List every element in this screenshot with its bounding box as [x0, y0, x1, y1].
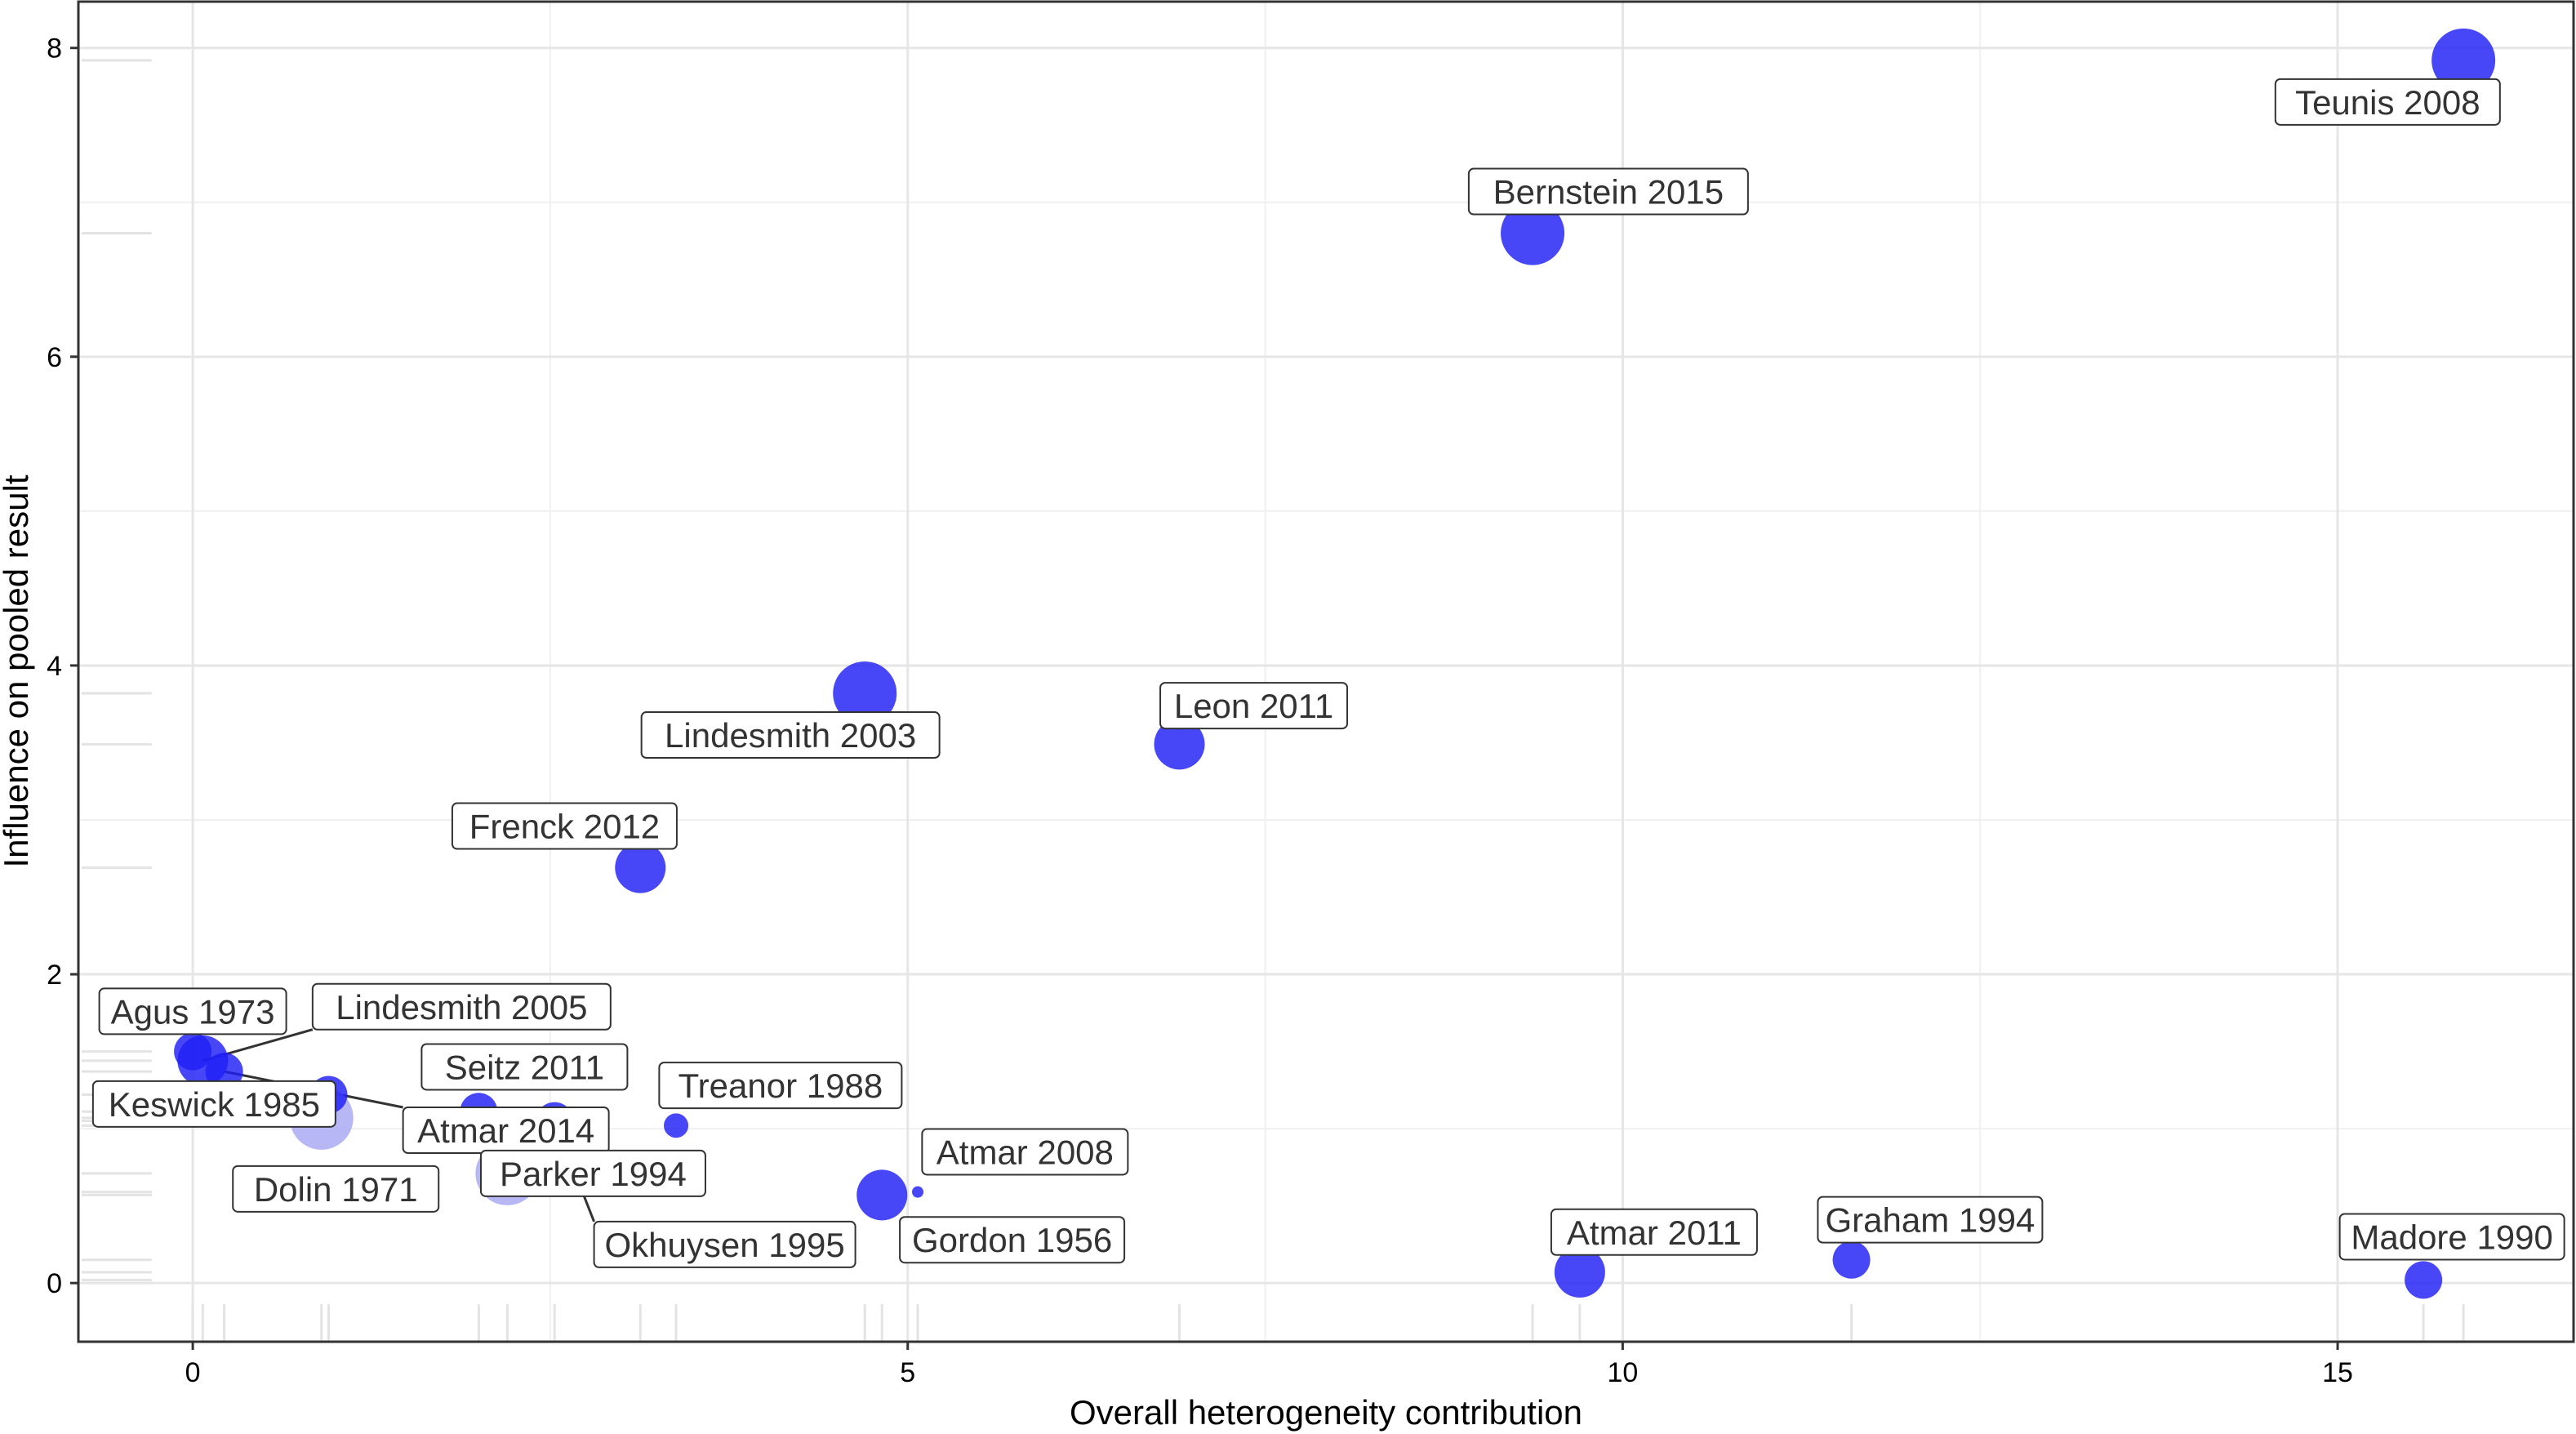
data-point [174, 1032, 212, 1071]
point-label: Madore 1990 [2351, 1218, 2553, 1256]
point-label-box [593, 1220, 856, 1268]
x-axis-ticks: 0 5 10 15 [185, 1342, 2353, 1388]
data-point [1554, 1246, 1605, 1298]
y-tick-label: 4 [47, 651, 62, 682]
point-label-box [311, 982, 612, 1031]
point-label: Atmar 2014 [417, 1111, 594, 1150]
data-point [1832, 1240, 1871, 1279]
data-point [912, 1186, 924, 1198]
point-label-box [1159, 682, 1349, 730]
y-tick-label: 0 [47, 1268, 62, 1299]
plot-border [77, 0, 2575, 1343]
point-labels: Teunis 2008 Bernstein 2015 Lindesmith 2003… [91, 78, 2565, 1268]
point-label: Parker 1994 [500, 1155, 687, 1193]
point-label: Seitz 2011 [445, 1048, 604, 1086]
point-label: Lindesmith 2003 [665, 716, 916, 755]
grid-major [78, 2, 2574, 1342]
point-label: Atmar 2011 [1567, 1214, 1742, 1252]
x-tick-label: 15 [2322, 1357, 2353, 1388]
point-label: Atmar 2008 [937, 1133, 1114, 1171]
data-point [833, 661, 897, 725]
data-point [664, 1113, 689, 1138]
point-label: Frenck 2012 [469, 808, 660, 846]
point-label: Lindesmith 2005 [336, 988, 587, 1027]
point-label: Treanor 1988 [678, 1067, 883, 1105]
point-label-box [98, 987, 287, 1035]
data-point [856, 1169, 908, 1221]
point-label: Keswick 1985 [109, 1085, 320, 1124]
data-point [1501, 201, 1565, 265]
point-label-box [658, 1062, 903, 1110]
point-label: Dolin 1971 [254, 1170, 418, 1209]
point-label-box [232, 1165, 440, 1213]
data-point [2431, 28, 2496, 92]
x-tick-label: 5 [900, 1357, 915, 1388]
data-point [615, 842, 666, 893]
point-label-box [2338, 1213, 2565, 1261]
data-point [1154, 719, 1205, 770]
point-label-box [420, 1043, 629, 1091]
point-label: Leon 2011 [1174, 687, 1333, 725]
y-tick-label: 2 [47, 960, 62, 991]
point-label-box [1550, 1208, 1758, 1256]
point-label-box [1467, 167, 1749, 216]
y-axis-ticks: 0 2 4 6 8 [47, 33, 78, 1299]
point-label: Teunis 2008 [2295, 83, 2480, 122]
point-label-box [479, 1149, 706, 1197]
x-tick-label: 0 [185, 1357, 201, 1388]
x-tick-label: 10 [1607, 1357, 1638, 1388]
point-label: Bernstein 2015 [1493, 173, 1724, 212]
point-label-box [2274, 78, 2501, 126]
point-label: Gordon 1956 [912, 1221, 1112, 1259]
point-label-box [91, 1080, 336, 1128]
y-axis-title: Influence on pooled result [0, 474, 35, 867]
point-label: Graham 1994 [1826, 1201, 2035, 1240]
y-tick-label: 8 [47, 33, 62, 65]
point-label-box [921, 1128, 1129, 1176]
point-label-box [640, 711, 941, 759]
point-label: Agus 1973 [111, 992, 275, 1031]
data-point [2405, 1261, 2443, 1299]
point-label: Okhuysen 1995 [604, 1226, 844, 1264]
point-label-box [1817, 1196, 2044, 1244]
point-label-box [451, 802, 678, 850]
x-axis-title: Overall heterogeneity contribution [1070, 1393, 1582, 1432]
point-label-box [899, 1216, 1126, 1264]
y-tick-label: 6 [47, 342, 62, 373]
